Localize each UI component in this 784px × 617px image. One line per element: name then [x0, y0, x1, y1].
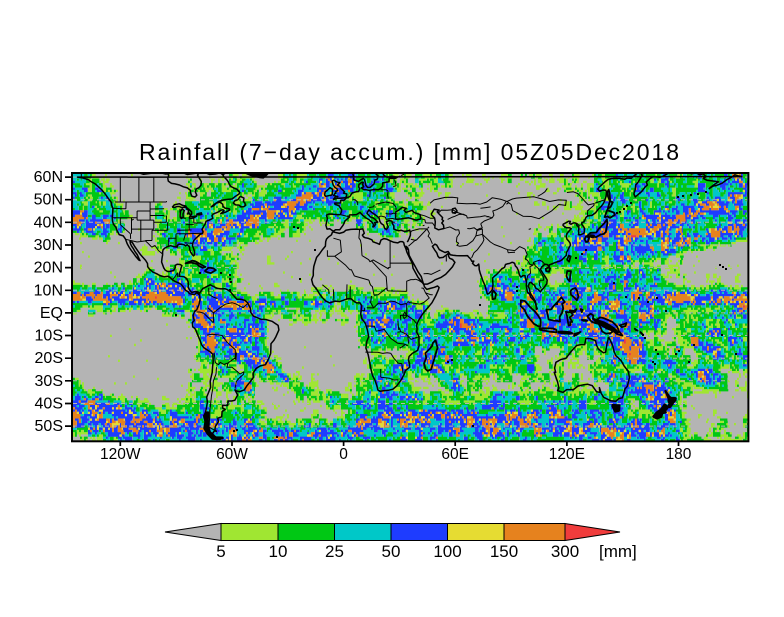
svg-text:30S: 30S: [35, 373, 63, 390]
svg-text:40S: 40S: [35, 396, 63, 413]
svg-text:50S: 50S: [35, 418, 63, 435]
svg-text:5: 5: [216, 542, 225, 561]
svg-text:60N: 60N: [34, 169, 63, 186]
svg-text:20N: 20N: [34, 260, 63, 277]
svg-text:300: 300: [551, 542, 579, 561]
svg-text:60E: 60E: [441, 446, 469, 463]
svg-text:180: 180: [666, 446, 692, 463]
svg-text:50N: 50N: [34, 192, 63, 209]
svg-text:0: 0: [339, 446, 348, 463]
svg-text:EQ: EQ: [40, 305, 63, 322]
svg-text:30N: 30N: [34, 237, 63, 254]
svg-text:20S: 20S: [35, 350, 63, 367]
svg-text:10: 10: [269, 542, 288, 561]
svg-text:40N: 40N: [34, 214, 63, 231]
svg-text:[mm]: [mm]: [599, 542, 637, 561]
svg-text:50: 50: [382, 542, 401, 561]
svg-text:150: 150: [490, 542, 518, 561]
svg-text:120E: 120E: [549, 446, 585, 463]
svg-text:10S: 10S: [35, 328, 63, 345]
svg-text:60W: 60W: [216, 446, 248, 463]
svg-text:25: 25: [325, 542, 344, 561]
svg-text:10N: 10N: [34, 282, 63, 299]
svg-text:100: 100: [433, 542, 461, 561]
svg-text:120W: 120W: [100, 446, 141, 463]
svg-text:Rainfall (7−day accum.) [mm] 0: Rainfall (7−day accum.) [mm] 05Z05Dec201…: [139, 139, 679, 165]
